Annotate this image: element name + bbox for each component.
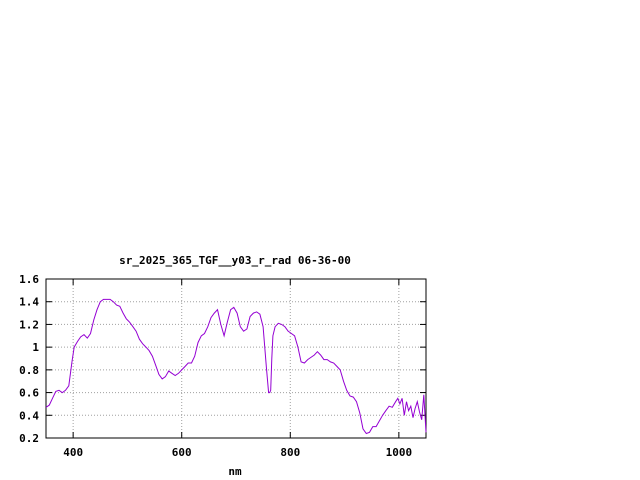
y-tick-label: 0.8 xyxy=(19,364,39,377)
x-axis-tick-labels: 400 600 800 1000 xyxy=(63,446,412,459)
axis-ticks xyxy=(46,278,426,439)
x-tick-label: 400 xyxy=(63,446,83,459)
x-tick-label: 600 xyxy=(172,446,192,459)
grid-lines xyxy=(46,278,426,439)
plot-frame xyxy=(45,278,427,439)
x-tick-label: 1000 xyxy=(386,446,413,459)
x-tick-label: 800 xyxy=(280,446,300,459)
x-axis-label: nm xyxy=(228,465,242,478)
y-tick-label: 1 xyxy=(32,341,39,354)
y-tick-label: 1.6 xyxy=(19,273,39,286)
y-tick-label: 0.4 xyxy=(19,409,39,422)
y-tick-label: 1.4 xyxy=(19,296,39,309)
spectrum-line xyxy=(45,298,427,435)
y-tick-label: 0.6 xyxy=(19,387,39,400)
y-tick-label: 0.2 xyxy=(19,432,39,445)
y-axis-tick-labels: 0.2 0.4 0.6 0.8 1 1.2 1.4 1.6 xyxy=(19,273,39,445)
y-tick-label: 1.2 xyxy=(19,318,39,331)
chart-title: sr_2025_365_TGF__y03_r_rad 06-36-00 xyxy=(119,254,351,267)
